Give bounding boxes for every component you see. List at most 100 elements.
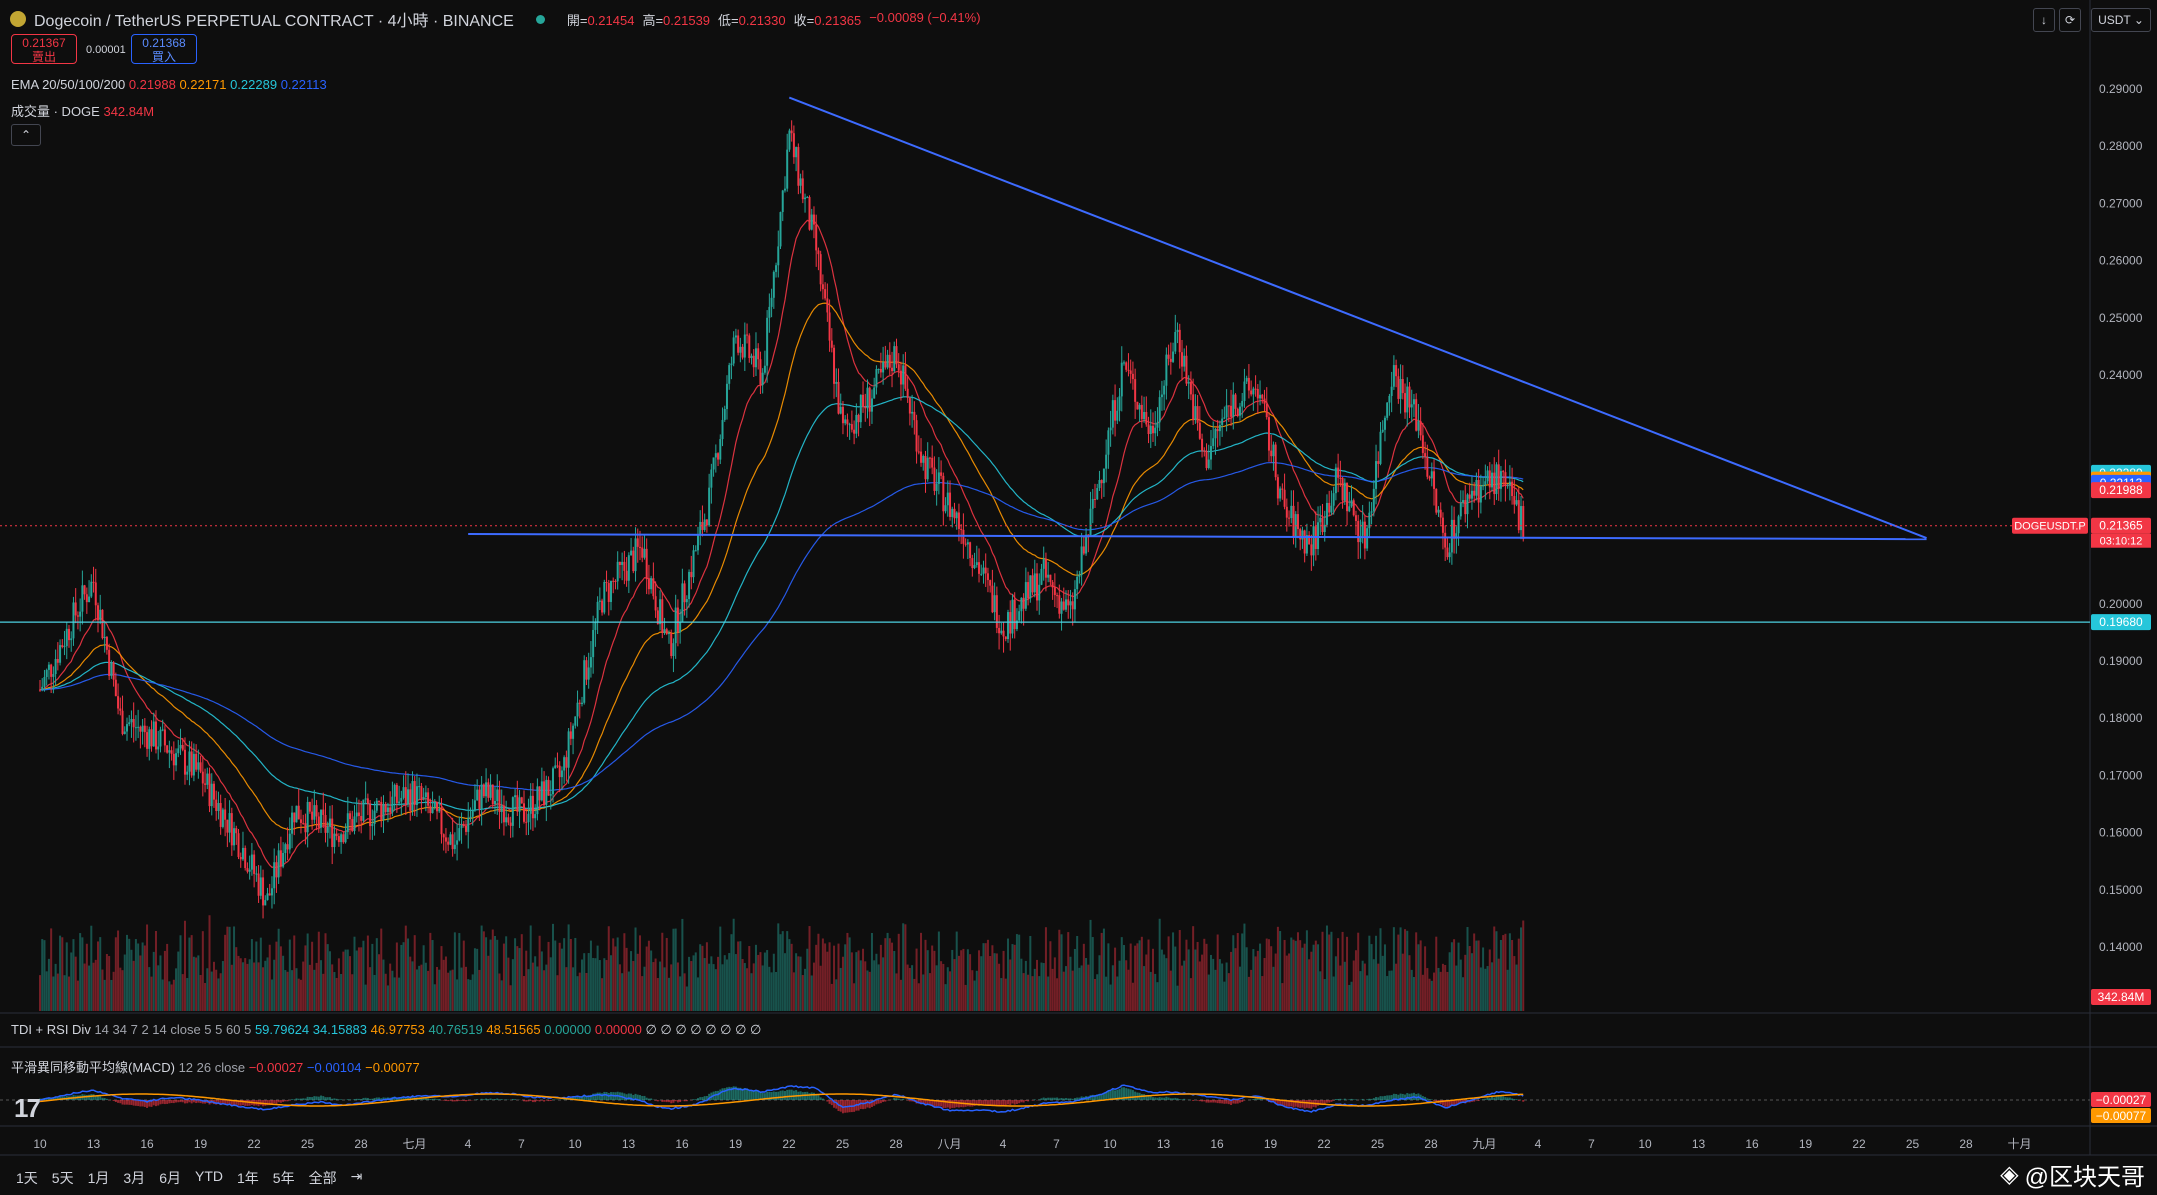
x-tick-label: 13	[622, 1137, 636, 1151]
macd-histogram-bar	[489, 1098, 492, 1100]
macd-histogram-bar	[543, 1100, 546, 1102]
candle-body	[63, 646, 66, 648]
macd-histogram-bar	[1172, 1098, 1175, 1100]
candle-body	[1172, 351, 1175, 362]
macd-histogram-bar	[795, 1090, 798, 1100]
candle-body	[1236, 408, 1239, 416]
macd-histogram-bar	[485, 1098, 488, 1100]
candle-body	[192, 753, 195, 776]
currency-select[interactable]: USDT ⌄	[2091, 8, 2151, 32]
timeframe-1m[interactable]: 1月	[87, 1170, 110, 1186]
volume-bar	[1234, 948, 1237, 1011]
timeframe-ytd[interactable]: YTD	[194, 1168, 223, 1184]
candle-body	[1120, 362, 1123, 397]
date-range-icon[interactable]: ⇥	[350, 1168, 363, 1184]
volume-bar	[1506, 969, 1509, 1011]
volume-bar	[344, 949, 347, 1011]
candle-body	[1522, 506, 1525, 539]
timeframe-5y[interactable]: 5年	[272, 1170, 295, 1186]
candle-body	[877, 368, 880, 370]
timeframe-5d[interactable]: 5天	[51, 1170, 74, 1186]
volume-bar	[1366, 975, 1369, 1011]
volume-bar	[105, 953, 108, 1011]
macd-histogram-bar	[1238, 1100, 1241, 1103]
macd-histogram-bar	[1127, 1088, 1130, 1100]
tdi-legend[interactable]: TDI + RSI Div 14 34 7 2 14 close 5 5 60 …	[11, 1022, 762, 1037]
volume-bar	[589, 940, 592, 1011]
spread-value: 0.00001	[86, 44, 126, 56]
volume-bar	[998, 963, 1001, 1011]
candle-body	[949, 492, 952, 517]
macd-histogram-bar	[922, 1100, 925, 1105]
volume-legend[interactable]: 成交量 · DOGE 342.84M	[11, 104, 155, 119]
candle-body	[1491, 472, 1494, 488]
candle-body	[1049, 574, 1052, 583]
candle-body	[1013, 599, 1016, 630]
macd-histogram-bar	[119, 1100, 122, 1104]
volume-bar	[855, 952, 858, 1011]
candle-body	[1259, 394, 1262, 399]
volume-bar	[494, 936, 497, 1011]
candle-body	[373, 810, 376, 825]
refresh-icon[interactable]: ⟳	[2059, 8, 2081, 32]
candle-body	[259, 877, 262, 896]
macd-histogram-bar	[476, 1099, 479, 1100]
candle-body	[190, 751, 193, 776]
candle-body	[1392, 365, 1395, 387]
ema-legend[interactable]: EMA 20/50/100/200 0.21988 0.22171 0.2228…	[11, 77, 327, 92]
macd-histogram-bar	[790, 1089, 793, 1100]
candle-body	[1419, 421, 1422, 436]
download-icon[interactable]: ↓	[2033, 8, 2055, 32]
macd-legend[interactable]: 平滑異同移動平均線(MACD) 12 26 close −0.00027 −0.…	[11, 1060, 420, 1075]
macd-histogram-bar	[1096, 1094, 1099, 1100]
candle-body	[621, 561, 624, 565]
macd-histogram-bar	[674, 1100, 677, 1102]
macd-histogram-bar	[244, 1100, 247, 1106]
volume-bar	[1201, 954, 1204, 1011]
timeframe-all[interactable]: 全部	[308, 1170, 337, 1186]
volume-bar	[1022, 973, 1025, 1011]
volume-bar	[208, 915, 211, 1011]
timeframe-1y[interactable]: 1年	[236, 1170, 259, 1186]
volume-bar	[663, 967, 666, 1011]
collapse-legend-button[interactable]: ⌃	[11, 124, 41, 146]
timeframe-6m[interactable]: 6月	[159, 1170, 181, 1186]
candle-body	[478, 789, 481, 810]
macd-histogram-bar	[1444, 1100, 1447, 1107]
candle-body	[141, 725, 144, 732]
volume-bar	[353, 936, 356, 1011]
volume-bar	[944, 984, 947, 1011]
macd-histogram-bar	[1459, 1100, 1462, 1104]
candle-body	[201, 771, 204, 784]
candle-body	[500, 805, 503, 813]
candle-body	[378, 800, 381, 802]
volume-bar	[824, 943, 827, 1011]
candle-body	[420, 786, 423, 799]
volume-bar	[1245, 947, 1248, 1011]
buy-button[interactable]: 0.21368 買入	[131, 34, 197, 64]
volume-bar	[1122, 945, 1125, 1011]
sell-button[interactable]: 0.21367 賣出	[11, 34, 77, 64]
macd-histogram-bar	[275, 1100, 278, 1104]
macd-histogram-bar	[1495, 1095, 1498, 1100]
candle-body	[957, 512, 960, 529]
volume-bar	[1317, 944, 1320, 1011]
candle-body	[239, 856, 242, 860]
volume-bar	[286, 971, 289, 1011]
candle-body	[1334, 467, 1337, 494]
timeframe-1d[interactable]: 1天	[16, 1170, 38, 1186]
candle-body	[1317, 522, 1320, 550]
volume-bar	[1390, 970, 1393, 1011]
symbol-title[interactable]: Dogecoin / TetherUS PERPETUAL CONTRACT ·…	[34, 13, 514, 30]
macd-histogram-bar	[103, 1097, 106, 1100]
volume-bar	[957, 955, 960, 1011]
volume-bar	[1486, 966, 1489, 1011]
macd-histogram-bar	[531, 1100, 534, 1103]
ohlc-readout: 開=0.21454 高=0.21539 低=0.21330 收=0.21365 …	[566, 9, 981, 28]
volume-bar	[543, 970, 546, 1011]
volume-bar	[908, 967, 911, 1011]
timeframe-3m[interactable]: 3月	[123, 1170, 146, 1186]
price-tag-label: 0.21365	[2099, 519, 2143, 533]
macd-histogram-bar	[772, 1091, 775, 1100]
